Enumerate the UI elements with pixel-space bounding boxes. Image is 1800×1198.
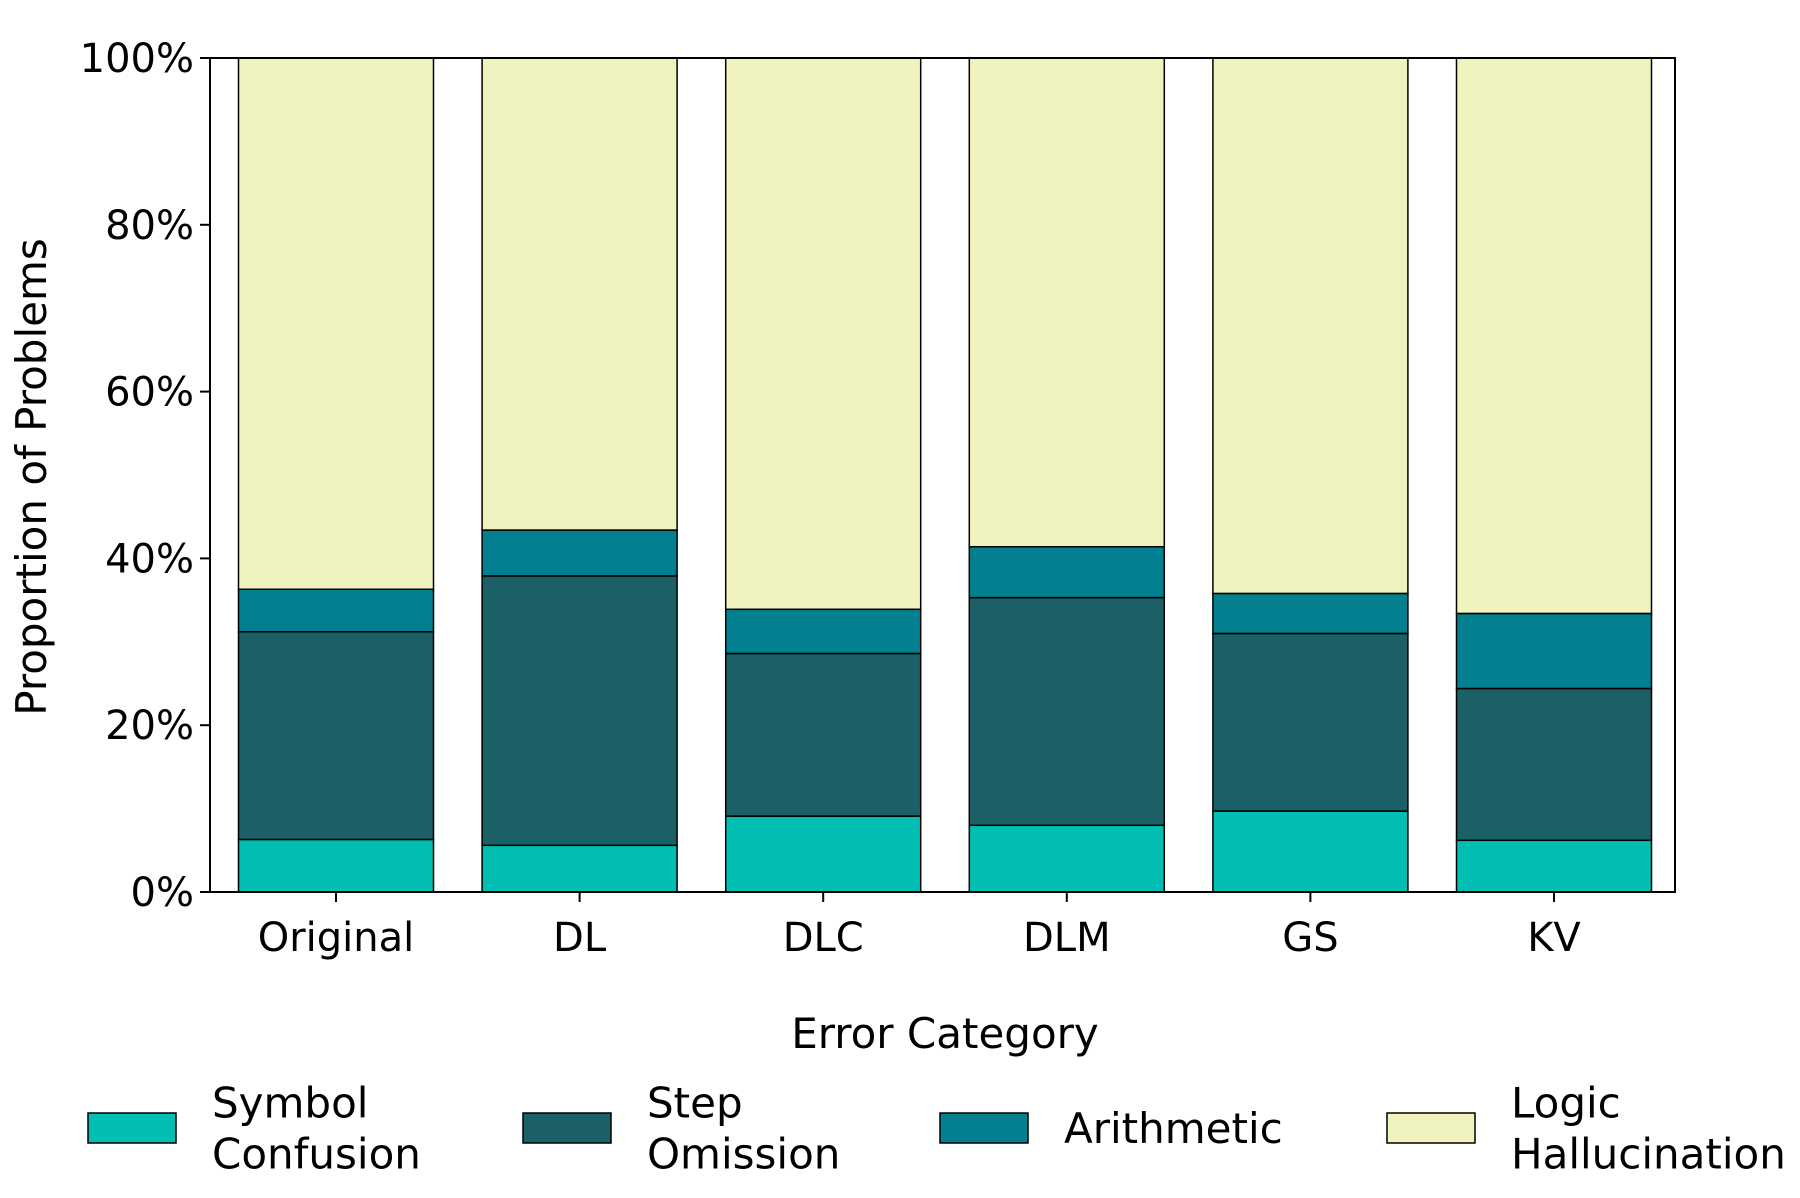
legend-item-symbol-confusion: Symbol Confusion [87, 1079, 421, 1179]
bar-dl-symbol-confusion [481, 844, 678, 893]
bar-original-step-omission [237, 631, 435, 841]
bar-original-logic-hallucination [237, 57, 435, 591]
legend-item-logic-hallucination: Logic Hallucination [1386, 1079, 1786, 1179]
bar-dlc-logic-hallucination [724, 57, 922, 611]
legend-swatch [87, 1112, 177, 1144]
bar-original-arithmetic [237, 588, 435, 633]
legend-label: Step Omission [647, 1079, 840, 1179]
bar-kv-arithmetic [1455, 612, 1653, 690]
x-tick-label-dlc: DLC [783, 915, 864, 961]
legend-item-arithmetic: Arithmetic [939, 1104, 1283, 1153]
legend-label-line: Logic [1511, 1079, 1621, 1128]
bar-dlc-step-omission [724, 652, 922, 817]
legend-item-step-omission: Step Omission [522, 1079, 840, 1179]
bar-original-symbol-confusion [237, 838, 435, 893]
y-tick-label: 80% [105, 203, 194, 249]
x-tick-label-kv: KV [1527, 915, 1581, 961]
legend-label-line: Hallucination [1511, 1130, 1786, 1179]
bar-gs-arithmetic [1212, 592, 1409, 635]
legend-label-line: Step [647, 1079, 743, 1128]
legend: Symbol Confusion Step Omission Arithmetic Log… [87, 1079, 1786, 1179]
x-tick-label-original: Original [258, 915, 415, 961]
legend-swatch [522, 1112, 612, 1144]
plot-frame [209, 57, 1676, 893]
y-axis-title: Proportion of Problems [7, 238, 56, 715]
y-tick-label: 20% [105, 703, 194, 749]
x-axis-title: Error Category [791, 1009, 1099, 1058]
bars-layer [237, 57, 1653, 893]
bar-dl-step-omission [481, 575, 678, 847]
bar-gs-step-omission [1212, 632, 1409, 812]
y-tick-label: 0% [131, 870, 194, 916]
bar-dlm-step-omission [968, 596, 1166, 827]
legend-label: Arithmetic [1064, 1104, 1283, 1153]
bar-kv-step-omission [1455, 687, 1653, 842]
legend-label-line: Symbol [212, 1079, 368, 1128]
axes-layer: 0% 20% 40% 60% 80% 100% Original DL DLC DLM GS KV [80, 36, 1676, 961]
legend-label-line: Arithmetic [1064, 1104, 1283, 1153]
y-tick-label: 60% [105, 370, 194, 416]
x-tick-label-gs: GS [1282, 915, 1338, 961]
bar-dlm-arithmetic [968, 545, 1166, 599]
bar-dlm-symbol-confusion [968, 824, 1166, 893]
y-tick-label: 100% [80, 36, 194, 82]
legend-swatch [1386, 1112, 1476, 1144]
bar-kv-symbol-confusion [1455, 839, 1653, 893]
bar-gs-symbol-confusion [1212, 810, 1409, 893]
bar-dl-arithmetic [481, 529, 678, 577]
bar-dlc-symbol-confusion [724, 815, 922, 893]
legend-label: Logic Hallucination [1511, 1079, 1786, 1179]
x-tick-label-dlm: DLM [1023, 915, 1111, 961]
bar-dlc-arithmetic [724, 608, 922, 655]
legend-label-line: Confusion [212, 1130, 421, 1179]
bar-kv-logic-hallucination [1455, 57, 1653, 615]
bar-dlm-logic-hallucination [968, 57, 1166, 548]
x-tick-label-dl: DL [553, 915, 607, 961]
bar-gs-logic-hallucination [1212, 57, 1409, 595]
legend-label-line: Omission [647, 1130, 840, 1179]
y-tick-label: 40% [105, 536, 194, 582]
bar-dl-logic-hallucination [481, 57, 678, 531]
legend-swatch [939, 1112, 1029, 1144]
legend-label: Symbol Confusion [212, 1079, 421, 1179]
